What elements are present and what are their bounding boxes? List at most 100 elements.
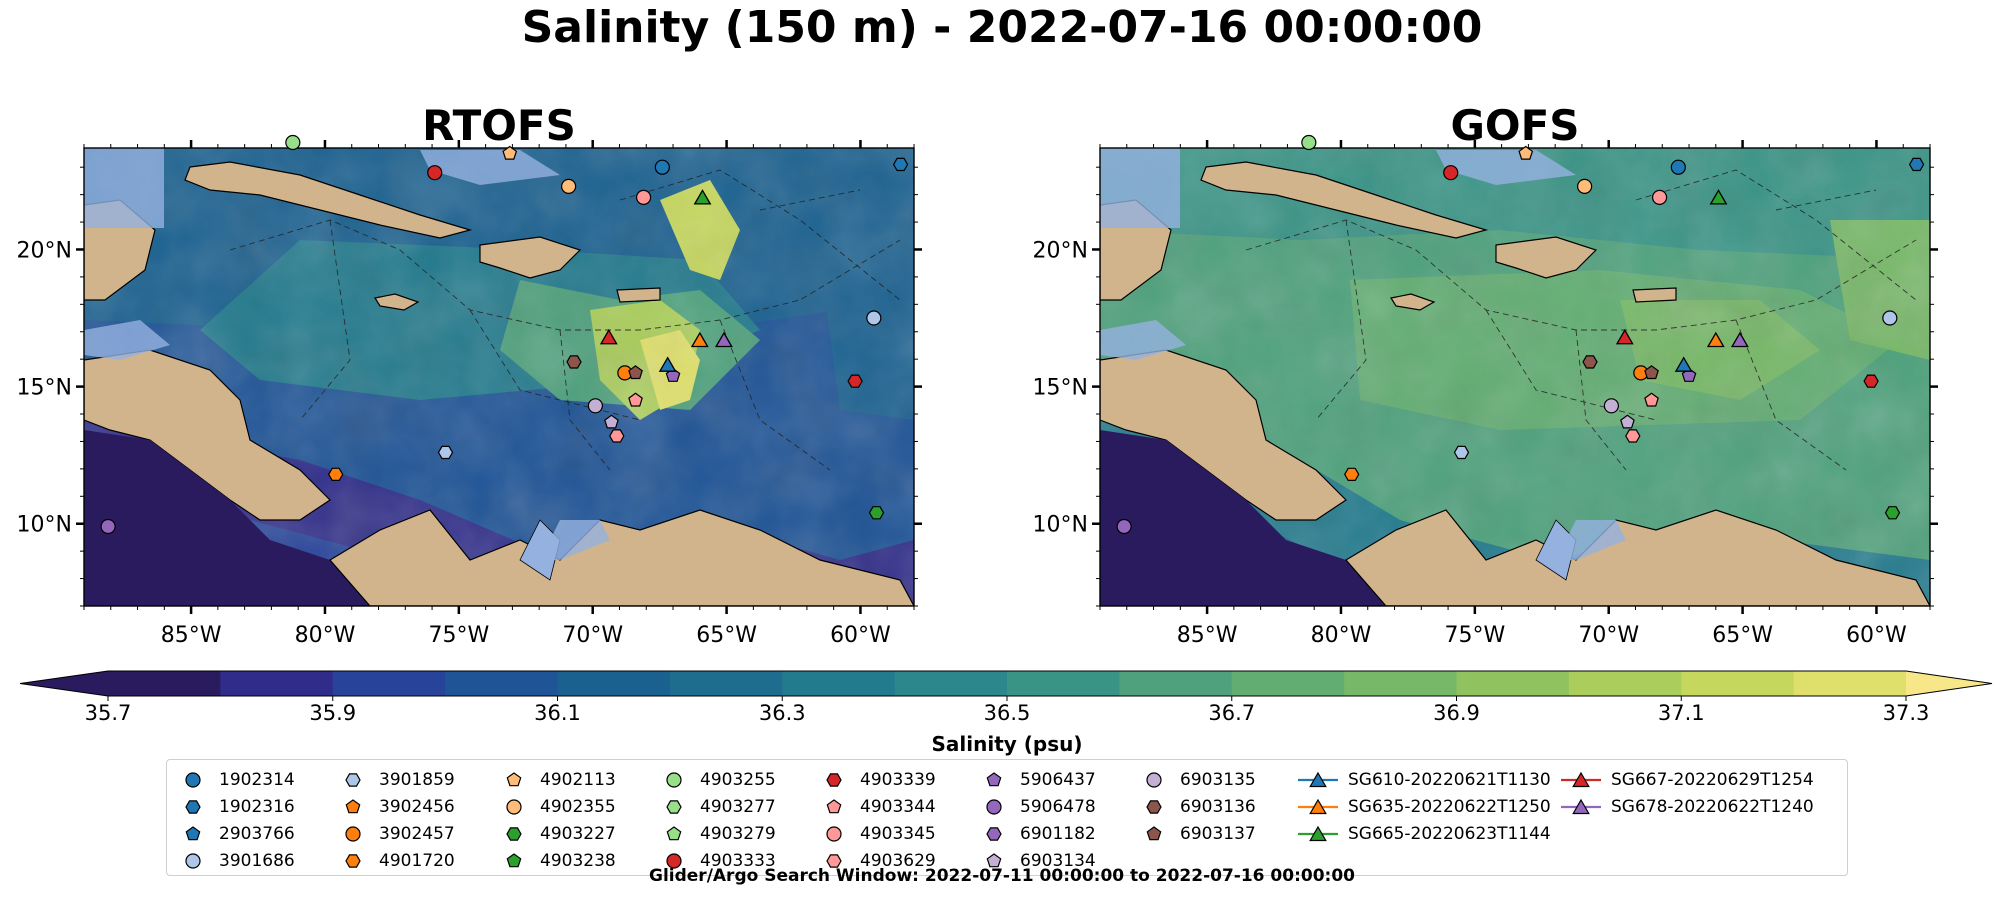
legend-item: 4903238 — [498, 848, 616, 874]
legend-marker — [185, 853, 201, 869]
argo-float-4903227 — [868, 506, 885, 520]
colorbar-segment — [557, 671, 671, 696]
argo-float-4903344 — [1644, 392, 1659, 407]
legend-marker — [185, 826, 201, 841]
legend-label: 4903345 — [860, 824, 936, 844]
colorbar-tick-label: 36.5 — [984, 701, 1031, 725]
legend-marker — [826, 773, 842, 787]
colorbar-segment — [894, 671, 1008, 696]
legend-marker — [345, 773, 361, 787]
hexagon-marker-icon — [345, 854, 361, 868]
glider-SG635-20220622T1250 — [690, 331, 709, 348]
x-tick-label: 80°W — [1311, 623, 1372, 648]
legend-item: 4903255 — [658, 767, 776, 793]
legend-label: SG610-20220621T1130 — [1348, 770, 1551, 790]
glider-triangle-icon — [1298, 771, 1338, 788]
legend-label: 4902355 — [540, 797, 616, 817]
legend-label: 5906478 — [1020, 797, 1096, 817]
legend-label: 4903279 — [700, 824, 776, 844]
pentagon-marker-icon — [986, 772, 1002, 787]
argo-float-4903227 — [1884, 506, 1901, 520]
legend-label: 4903333 — [700, 851, 776, 871]
argo-float-6903135 — [587, 398, 603, 414]
legend-item: 6903136 — [1138, 794, 1256, 820]
colorbar-segment — [1568, 671, 1682, 696]
legend-item: 1902316 — [177, 794, 295, 820]
circle-marker-icon — [986, 799, 1002, 815]
legend-label: 6901182 — [1020, 824, 1096, 844]
legend-marker — [345, 799, 361, 814]
x-tick-label: 60°W — [830, 623, 891, 648]
circle-marker-icon — [666, 772, 682, 788]
legend-label: 4903339 — [860, 770, 936, 790]
legend-item: 3901859 — [337, 767, 455, 793]
y-tick-label: 15°N — [17, 376, 72, 401]
hexagon-marker-icon — [826, 773, 842, 787]
legend-marker — [1146, 772, 1162, 788]
legend-item: 4903629 — [818, 848, 936, 874]
axes-layer: RTOFS 85°W 80°W 75°W 70°W 65°W 60°W 10°N 15°N 20°… — [17, 101, 1938, 648]
legend-marker — [345, 854, 361, 868]
legend-marker — [345, 826, 361, 842]
argo-float-1902316 — [892, 157, 909, 172]
pentagon-marker-icon — [345, 799, 361, 814]
legend-label: 6903137 — [1180, 824, 1256, 844]
colorbar-segment — [445, 671, 558, 696]
colorbar-tick-label: 37.3 — [1883, 701, 1930, 725]
colorbar-extend-high — [1906, 671, 1992, 696]
x-tick-label: 80°W — [295, 623, 356, 648]
argo-float-1902314 — [654, 159, 670, 175]
legend-item: 4902113 — [498, 767, 616, 793]
pentagon-marker-icon — [185, 826, 201, 841]
legend-label: 3902457 — [379, 824, 455, 844]
glider-SG665-20220623T1144 — [693, 189, 712, 205]
legend-item: 4903277 — [658, 794, 776, 820]
legend-item: 4903279 — [658, 821, 776, 847]
hexagon-marker-icon — [986, 827, 1002, 841]
legend-marker — [185, 772, 201, 788]
legend-marker — [666, 826, 682, 841]
colorbar-segment — [1344, 671, 1457, 696]
gofs-panel-title: GOFS — [1450, 101, 1579, 150]
legend-item: SG610-20220621T1130 — [1298, 767, 1551, 793]
colorbar-segment — [108, 671, 221, 696]
legend-item: 3901686 — [177, 848, 295, 874]
colorbar-segment — [220, 671, 334, 696]
x-tick-label: 85°W — [1177, 623, 1238, 648]
legend-label: 3902456 — [379, 797, 455, 817]
argo-float-1902316 — [1908, 157, 1925, 172]
pentagon-marker-icon — [986, 853, 1002, 868]
rtofs-panel-title: RTOFS — [422, 101, 576, 150]
x-tick-label: 60°W — [1846, 623, 1907, 648]
argo-float-4903339 — [1863, 374, 1879, 388]
legend-label: 5906437 — [1020, 770, 1096, 790]
legend-item: 6903137 — [1138, 821, 1256, 847]
circle-marker-icon — [826, 826, 842, 842]
argo-float-6903134 — [604, 414, 619, 429]
legend-marker — [185, 800, 201, 814]
glider-SG678-20220622T1240 — [714, 331, 733, 348]
colorbar-segment — [1681, 671, 1795, 696]
legend-marker — [1146, 800, 1162, 814]
legend-label: SG635-20220622T1250 — [1348, 797, 1551, 817]
x-tick-label: 75°W — [1444, 623, 1505, 648]
glider-triangle-icon — [1561, 798, 1601, 815]
colorbar-label: Salinity (psu) — [931, 732, 1082, 756]
argo-float-4901720 — [328, 467, 344, 481]
legend-label: 4903227 — [540, 824, 616, 844]
argo-float-4903345 — [1651, 189, 1668, 205]
legend-label: 4903255 — [700, 770, 776, 790]
glider-SG678-20220622T1240 — [1730, 331, 1749, 348]
legend-marker — [1146, 826, 1162, 841]
legend-item: 4903345 — [818, 821, 936, 847]
legend-marker — [826, 799, 842, 814]
x-tick-label: 70°W — [562, 623, 623, 648]
legend-label: 4903277 — [700, 797, 776, 817]
hexagon-marker-icon — [345, 773, 361, 787]
colorbar-segment — [1007, 671, 1120, 696]
pentagon-marker-icon — [506, 853, 522, 868]
figure-title: Salinity (150 m) - 2022-07-16 00:00:00 — [521, 2, 1483, 53]
legend-marker — [986, 772, 1002, 787]
legend-marker — [986, 799, 1002, 815]
